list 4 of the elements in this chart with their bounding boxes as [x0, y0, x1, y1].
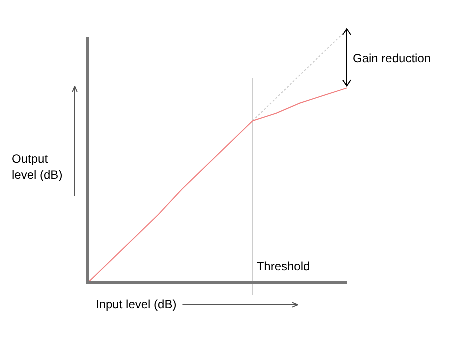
y-axis-title: Output level (dB): [12, 152, 63, 182]
annotation: Threshold: [256, 259, 310, 274]
text: Gain reduction: [353, 51, 432, 66]
x-axis-title: Input level (dB): [96, 297, 177, 312]
